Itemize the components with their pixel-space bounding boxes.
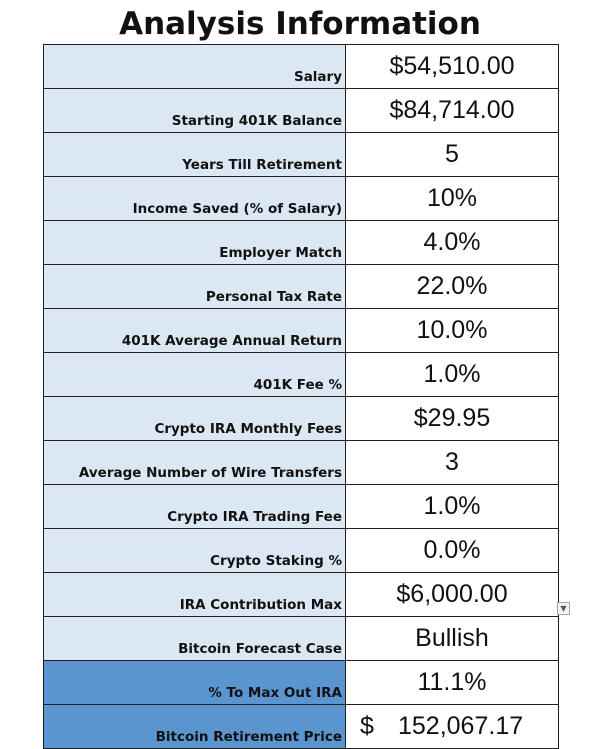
table-row-employer-match: Employer Match 4.0%: [43, 220, 559, 265]
wire-transfers-cell[interactable]: 3: [345, 440, 559, 485]
bitcoin-retirement-price-cell[interactable]: $152,067.17: [345, 704, 559, 749]
crypto-ira-monthly-fees-cell[interactable]: $29.95: [345, 396, 559, 441]
analysis-table: Salary $54,510.00 Starting 401K Balance …: [43, 44, 559, 749]
table-row-401k-average-annual-return: 401K Average Annual Return 10.0%: [43, 308, 559, 353]
crypto-staking-cell[interactable]: 0.0%: [345, 528, 559, 573]
table-row-wire-transfers: Average Number of Wire Transfers 3: [43, 440, 559, 485]
table-row-income-saved: Income Saved (% of Salary) 10%: [43, 176, 559, 221]
row-label: IRA Contribution Max: [43, 572, 346, 617]
row-label: Starting 401K Balance: [43, 88, 346, 133]
table-row-bitcoin-retirement-price: Bitcoin Retirement Price $152,067.17: [43, 704, 559, 749]
row-label: Crypto Staking %: [43, 528, 346, 573]
salary-cell[interactable]: $54,510.00: [345, 44, 559, 89]
row-label: Crypto IRA Trading Fee: [43, 484, 346, 529]
ira-contribution-max-cell[interactable]: $6,000.00: [345, 572, 559, 617]
row-label: Crypto IRA Monthly Fees: [43, 396, 346, 441]
row-label: Bitcoin Retirement Price: [43, 704, 346, 749]
table-row-starting-401k-balance: Starting 401K Balance $84,714.00: [43, 88, 559, 133]
row-label: 401K Average Annual Return: [43, 308, 346, 353]
table-row-max-out-ira: % To Max Out IRA 11.1%: [43, 660, 559, 705]
row-label: Income Saved (% of Salary): [43, 176, 346, 221]
starting-401k-balance-cell[interactable]: $84,714.00: [345, 88, 559, 133]
table-row-years-till-retirement: Years Till Retirement 5: [43, 132, 559, 177]
row-label: 401K Fee %: [43, 352, 346, 397]
row-label: Employer Match: [43, 220, 346, 265]
401k-fee-cell[interactable]: 1.0%: [345, 352, 559, 397]
page-title: Analysis Information: [119, 6, 481, 42]
chevron-down-icon[interactable]: ▼: [557, 602, 570, 615]
bitcoin-forecast-case-cell[interactable]: Bullish: [345, 616, 559, 661]
income-saved-cell[interactable]: 10%: [345, 176, 559, 221]
crypto-ira-trading-fee-cell[interactable]: 1.0%: [345, 484, 559, 529]
price-amount: 152,067.17: [398, 712, 524, 740]
personal-tax-rate-cell[interactable]: 22.0%: [345, 264, 559, 309]
table-row-crypto-ira-monthly-fees: Crypto IRA Monthly Fees $29.95: [43, 396, 559, 441]
row-label: Salary: [43, 44, 346, 89]
max-out-ira-cell[interactable]: 11.1%: [345, 660, 559, 705]
years-till-retirement-cell[interactable]: 5: [345, 132, 559, 177]
row-label: % To Max Out IRA: [43, 660, 346, 705]
table-row-personal-tax-rate: Personal Tax Rate 22.0%: [43, 264, 559, 309]
table-row-401k-fee: 401K Fee % 1.0%: [43, 352, 559, 397]
row-label: Bitcoin Forecast Case: [43, 616, 346, 661]
table-row-crypto-ira-trading-fee: Crypto IRA Trading Fee 1.0%: [43, 484, 559, 529]
row-label: Average Number of Wire Transfers: [43, 440, 346, 485]
table-row-ira-contribution-max: IRA Contribution Max $6,000.00: [43, 572, 559, 617]
401k-average-annual-return-cell[interactable]: 10.0%: [345, 308, 559, 353]
employer-match-cell[interactable]: 4.0%: [345, 220, 559, 265]
table-row-crypto-staking: Crypto Staking % 0.0%: [43, 528, 559, 573]
row-label: Personal Tax Rate: [43, 264, 346, 309]
table-row-bitcoin-forecast-case: Bitcoin Forecast Case Bullish: [43, 616, 559, 661]
row-label: Years Till Retirement: [43, 132, 346, 177]
currency-symbol: $: [360, 712, 374, 740]
table-row-salary: Salary $54,510.00: [43, 44, 559, 89]
